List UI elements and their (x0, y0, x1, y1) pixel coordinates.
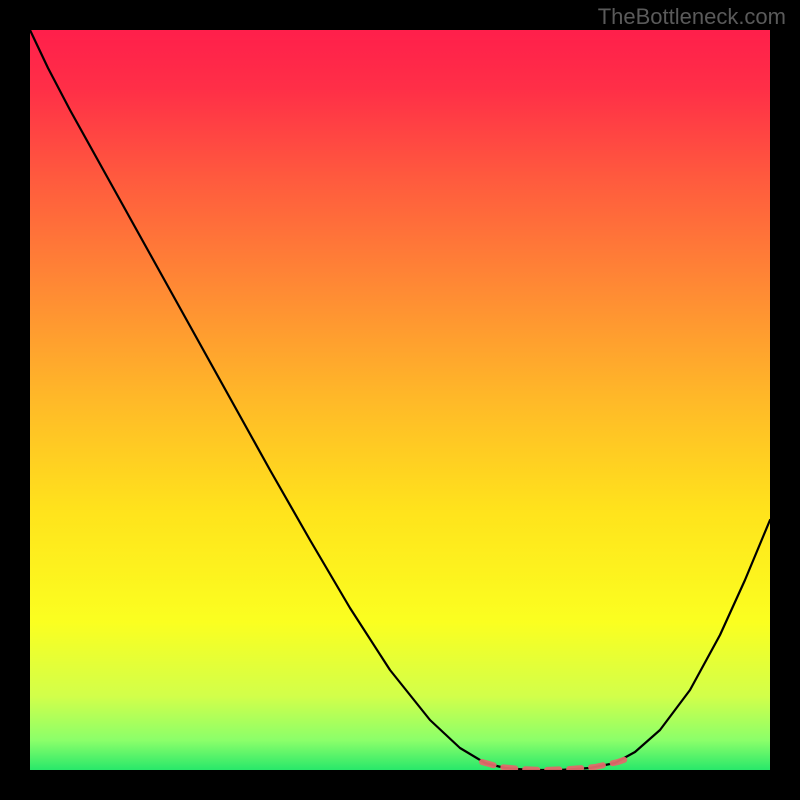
bottleneck-chart (30, 30, 770, 770)
curve-layer (30, 30, 770, 770)
watermark-text: TheBottleneck.com (598, 4, 786, 30)
main-curve (30, 30, 770, 770)
